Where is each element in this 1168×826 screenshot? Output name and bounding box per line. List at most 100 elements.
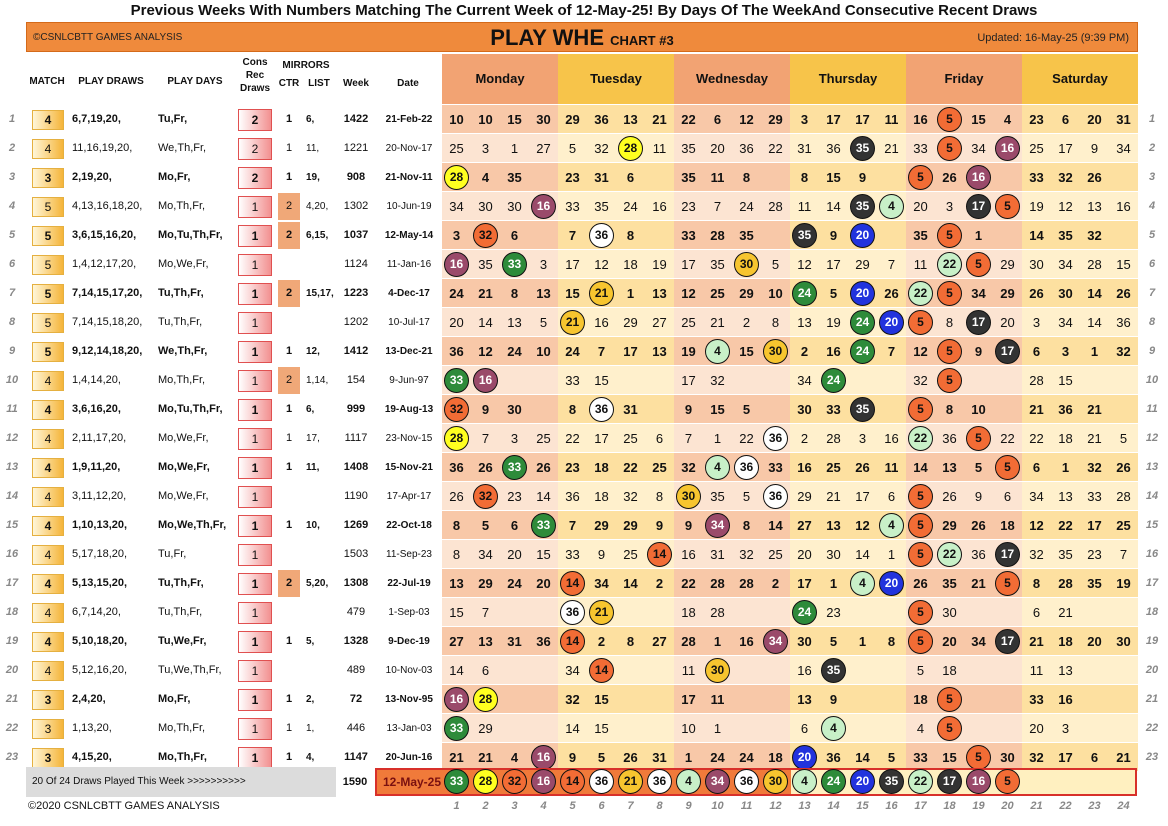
- draw-number: 28: [826, 431, 841, 446]
- play-draws: 7,14,15,18,20,: [72, 316, 143, 328]
- matched-number-ball: 5: [908, 310, 933, 335]
- week-number: 1190: [344, 490, 368, 502]
- mirror-ctr: 1: [285, 345, 293, 357]
- draw-number: 13: [507, 315, 522, 330]
- draw-number: 34: [1058, 315, 1073, 330]
- day-cell: [674, 714, 790, 743]
- draw-number: 22: [681, 576, 696, 591]
- row-number: 17: [1145, 577, 1159, 589]
- day-cell: [674, 511, 790, 540]
- draw-number: 13: [797, 692, 812, 707]
- draw-number: 1: [1061, 460, 1070, 475]
- matched-number-ball: 30: [734, 252, 759, 277]
- day-cell: [558, 424, 674, 453]
- draw-number: 3: [481, 141, 490, 156]
- draw-number: 6: [800, 721, 809, 736]
- draw-number: 18: [623, 257, 638, 272]
- match-count: 4: [32, 603, 64, 623]
- draw-number: 16: [739, 634, 754, 649]
- row-number: 11: [1146, 403, 1158, 415]
- current-week-ball: 5: [995, 769, 1020, 794]
- cons-rec-draws: 1: [238, 428, 272, 450]
- matched-number-ball: 5: [966, 745, 991, 770]
- play-draws: 2,19,20,: [72, 171, 112, 183]
- row-number: 7: [1148, 287, 1156, 299]
- draw-number: 36: [449, 460, 464, 475]
- draw-number: 32: [565, 692, 580, 707]
- draw-number: 31: [594, 170, 609, 185]
- week-number: 1269: [343, 519, 369, 531]
- match-count: 4: [32, 545, 64, 565]
- column-number: 23: [1088, 800, 1101, 812]
- current-week-ball: 24: [821, 769, 846, 794]
- draw-number: 7: [684, 431, 693, 446]
- week-number: 479: [346, 606, 366, 618]
- draw-number: 31: [507, 634, 522, 649]
- day-header-monday: Monday: [442, 54, 558, 104]
- chart-banner: ©CSNLCBTT GAMES ANALYSIS PLAY WHE CHART …: [26, 22, 1138, 52]
- day-cell: [906, 105, 1022, 134]
- matched-number-ball: 30: [763, 339, 788, 364]
- draw-number: 22: [1058, 518, 1073, 533]
- matched-number-ball: 16: [444, 687, 469, 712]
- draw-number: 28: [710, 228, 725, 243]
- draw-number: 34: [565, 663, 580, 678]
- matched-number-ball: 14: [589, 658, 614, 683]
- draw-number: 29: [594, 518, 609, 533]
- draw-number: 28: [768, 199, 783, 214]
- draw-date: 11-Jan-16: [386, 259, 432, 270]
- column-number: 20: [1001, 800, 1014, 812]
- matched-number-ball: 36: [734, 455, 759, 480]
- draw-number: 32: [1058, 170, 1073, 185]
- draw-number: 1: [974, 228, 983, 243]
- cons-rec-draws: 1: [238, 370, 272, 392]
- current-week-row: 20 Of 24 Draws Played This Week >>>>>>>>…: [26, 767, 1138, 797]
- play-days: Tu,Th,Fr,: [158, 577, 204, 589]
- draw-number: 5: [829, 634, 838, 649]
- matched-number-ball: 5: [995, 571, 1020, 596]
- matched-number-ball: 32: [473, 484, 498, 509]
- match-count: 4: [32, 661, 64, 681]
- day-cell: [1022, 743, 1138, 772]
- day-cell: [558, 192, 674, 221]
- draw-number: 22: [623, 460, 638, 475]
- draw-number: 26: [623, 750, 638, 765]
- matched-number-ball: 5: [908, 165, 933, 190]
- draw-number: 32: [710, 373, 725, 388]
- row-number: 2: [1148, 142, 1156, 154]
- day-cell: [906, 714, 1022, 743]
- draw-number: 21: [478, 750, 493, 765]
- week-number: 489: [346, 664, 366, 676]
- mirror-ctr: 2: [285, 287, 293, 299]
- play-days: We,Th,Fr,: [158, 345, 208, 357]
- row-number: 9: [1148, 345, 1156, 357]
- draw-number: 14: [1087, 315, 1102, 330]
- play-days: Tu,We,Th,Fr,: [158, 664, 222, 676]
- match-count: 4: [32, 429, 64, 449]
- draw-number: 11: [884, 112, 899, 127]
- draw-number: 24: [739, 750, 754, 765]
- draw-date: 12-May-14: [384, 230, 434, 241]
- play-days: Mo,Th,Fr,: [158, 722, 206, 734]
- play-draws: 3,6,15,16,20,: [72, 229, 137, 241]
- matched-number-ball: 24: [850, 339, 875, 364]
- draw-number: 26: [942, 170, 957, 185]
- play-draws: 1,4,14,20,: [72, 374, 121, 386]
- draw-number: 31: [710, 547, 725, 562]
- draw-number: 25: [681, 315, 696, 330]
- row-number: 18: [1145, 606, 1159, 618]
- play-days: Tu,Fr,: [158, 113, 188, 125]
- draw-number: 29: [739, 286, 754, 301]
- draw-number: 24: [623, 199, 638, 214]
- matched-number-ball: 28: [618, 136, 643, 161]
- draw-number: 36: [594, 112, 609, 127]
- draw-number: 26: [913, 576, 928, 591]
- match-count: 4: [32, 110, 64, 130]
- draw-number: 30: [942, 605, 957, 620]
- match-count: 4: [32, 516, 64, 536]
- draw-date: 20-Jun-16: [385, 752, 433, 763]
- cons-rec-draws: 1: [238, 225, 272, 247]
- matched-number-ball: 21: [560, 310, 585, 335]
- draw-number: 32: [623, 489, 638, 504]
- draw-number: 21: [652, 112, 667, 127]
